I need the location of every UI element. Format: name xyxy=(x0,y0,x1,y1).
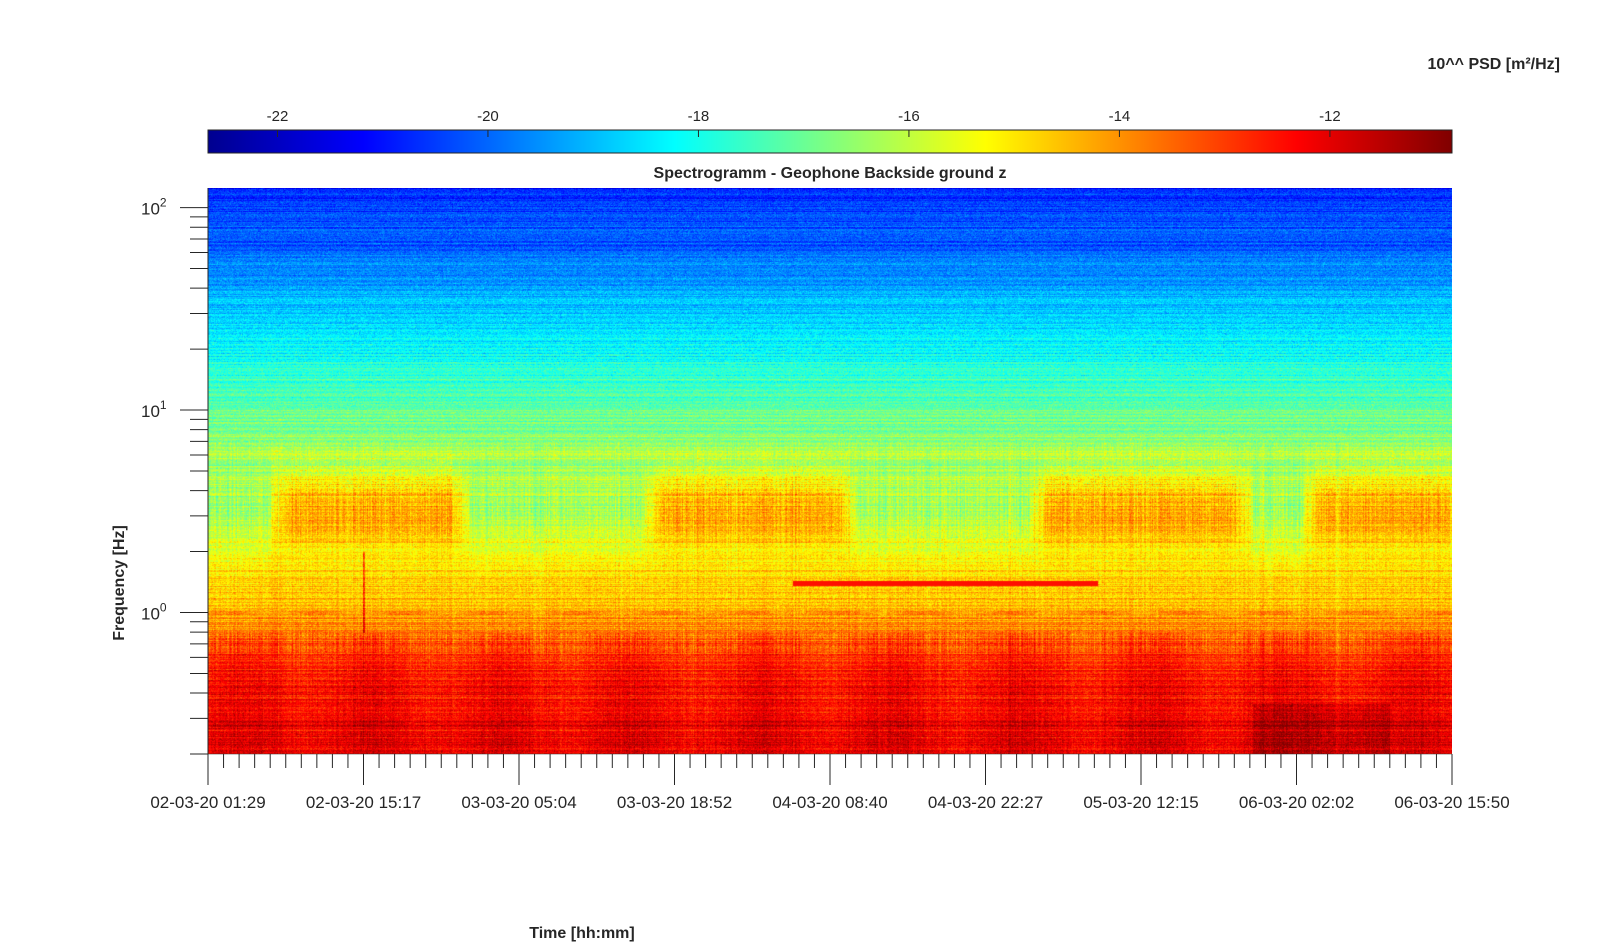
x-axis: 02-03-20 01:29 02-03-20 15:17 03-03-20 05:… xyxy=(150,753,1510,812)
y-tick-label: 101 xyxy=(141,398,167,421)
x-tick-label: 03-03-20 05:04 xyxy=(461,793,576,812)
colorbar-label: 10^^ PSD [m²/Hz] xyxy=(1428,56,1560,73)
spectrogram-image xyxy=(208,188,1452,754)
colorbar-tick-label: -20 xyxy=(477,108,499,125)
colorbar-tick-label: -18 xyxy=(688,108,710,125)
colorbar-tick-label: -14 xyxy=(1109,108,1131,125)
y-axis: 100 101 102 xyxy=(141,188,209,755)
colorbar-tick-label: -12 xyxy=(1319,108,1341,125)
y-axis-label: Frequency [Hz] xyxy=(111,525,128,641)
x-tick-label: 06-03-20 15:50 xyxy=(1394,793,1509,812)
x-tick-label: 03-03-20 18:52 xyxy=(617,793,732,812)
x-tick-label: 04-03-20 22:27 xyxy=(928,793,1043,812)
colorbar-ticks: -22 -20 -18 -16 -14 -12 xyxy=(267,108,1341,137)
x-tick-label: 02-03-20 01:29 xyxy=(150,793,265,812)
x-axis-label: Time [hh:mm] xyxy=(529,925,634,942)
y-tick-label: 102 xyxy=(141,196,167,219)
chart-title: Spectrogramm - Geophone Backside ground … xyxy=(654,165,1007,182)
plot-area xyxy=(208,188,1452,754)
colorbar-gradient xyxy=(207,129,1453,154)
y-tick-label: 100 xyxy=(141,601,167,624)
x-tick-label: 04-03-20 08:40 xyxy=(772,793,887,812)
colorbar-tick-label: -16 xyxy=(898,108,920,125)
x-tick-label: 06-03-20 02:02 xyxy=(1239,793,1354,812)
x-tick-label: 02-03-20 15:17 xyxy=(306,793,421,812)
colorbar-tick-label: -22 xyxy=(267,108,289,125)
colorbar: -22 -20 -18 -16 -14 -12 xyxy=(207,108,1453,154)
x-tick-label: 05-03-20 12:15 xyxy=(1083,793,1198,812)
